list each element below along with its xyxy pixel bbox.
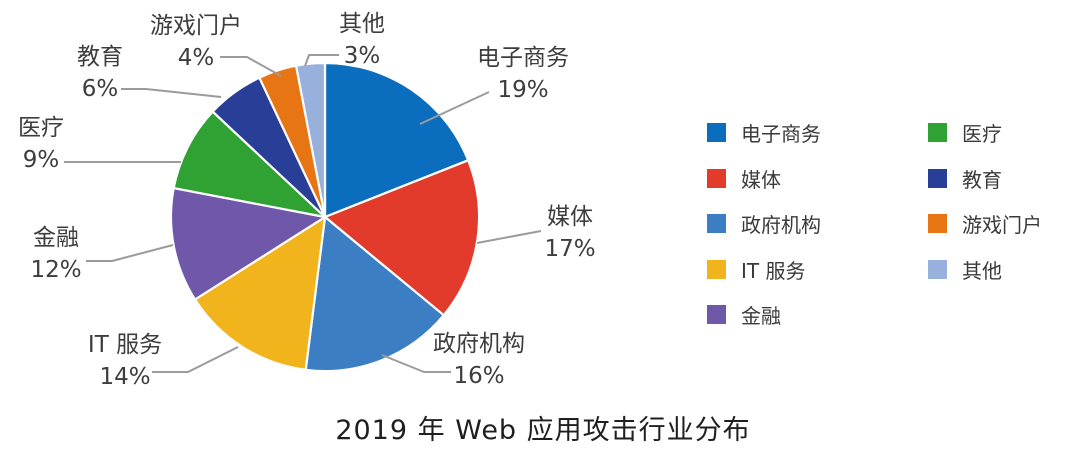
legend-item: 金融 [707, 303, 781, 328]
pie-slice [193, 215, 327, 371]
leader-line [152, 346, 239, 373]
legend-item: 其他 [928, 258, 1002, 283]
leader-line [220, 56, 282, 77]
leader-line [121, 88, 222, 98]
legend-swatch [707, 168, 726, 188]
legend-swatch [928, 259, 947, 279]
leader-line [86, 244, 174, 262]
legend-label: 电子商务 [741, 121, 821, 146]
legend-item: IT 服务 [707, 258, 805, 283]
legend-item: 政府机构 [707, 212, 821, 237]
pie-slice [323, 61, 470, 219]
legend-item: 教育 [928, 167, 1002, 192]
leader-line [476, 230, 542, 244]
pie-slice [169, 187, 327, 301]
chart-title: 2019 年 Web 应用攻击行业分布 [335, 415, 751, 446]
pie-slice [295, 61, 327, 219]
legend-label: 金融 [741, 303, 781, 328]
legend-swatch [928, 122, 947, 142]
legend-item: 游戏门户 [928, 212, 1042, 237]
legend-swatch [707, 122, 726, 142]
leader-line [419, 91, 490, 125]
legend-swatch [707, 259, 726, 279]
legend-swatch [707, 304, 726, 324]
legend-label: 媒体 [741, 167, 781, 192]
legend-label: IT 服务 [741, 258, 806, 283]
legend-label: 政府机构 [741, 212, 821, 237]
legend-label: 医疗 [962, 121, 1002, 146]
legend-swatch [928, 168, 947, 188]
pie-slice [304, 215, 445, 373]
legend-swatch [707, 213, 726, 233]
legend-item: 电子商务 [707, 121, 821, 146]
pie-slice [323, 159, 481, 317]
legend-label: 其他 [962, 258, 1002, 283]
legend-swatch [928, 213, 947, 233]
leader-line [381, 354, 451, 373]
legend-item: 医疗 [928, 121, 1002, 146]
pie-slice [172, 110, 327, 219]
legend-label: 游戏门户 [962, 212, 1042, 237]
legend-label: 教育 [962, 167, 1002, 192]
leader-line [304, 54, 339, 67]
legend-item: 媒体 [707, 167, 781, 192]
